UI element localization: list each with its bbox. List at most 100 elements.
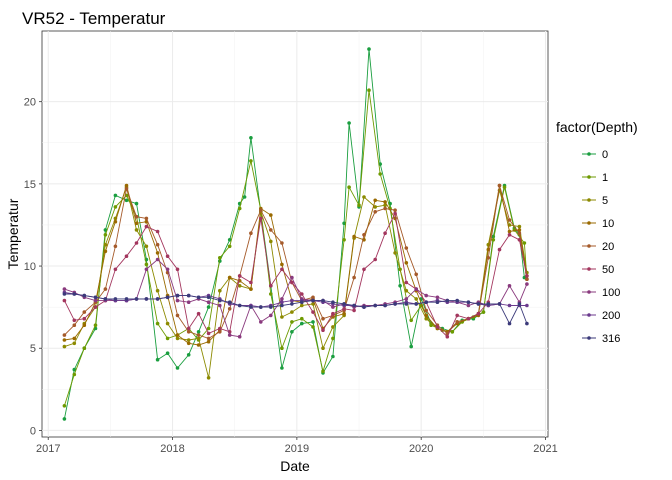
data-point (196, 343, 201, 347)
data-point (134, 241, 139, 245)
legend-key-point (587, 198, 591, 202)
data-point (134, 297, 139, 301)
data-point (196, 336, 201, 341)
data-point (269, 292, 273, 296)
legend: factor(Depth) 0 1 5 10 20 50 100 200 316 (556, 119, 638, 345)
data-point (175, 336, 180, 341)
data-point (409, 344, 414, 349)
data-point (186, 338, 191, 342)
data-point (455, 313, 460, 318)
data-point (404, 302, 409, 306)
series-20 (62, 183, 529, 341)
data-point (134, 228, 139, 232)
data-point (113, 205, 118, 209)
series-316 (62, 292, 529, 326)
data-point (300, 292, 304, 296)
data-point (502, 185, 507, 189)
data-point (342, 302, 346, 306)
data-point (280, 241, 284, 245)
data-point (196, 295, 201, 300)
data-point (249, 287, 253, 291)
data-point (103, 287, 108, 291)
legend-label: 20 (602, 241, 614, 253)
data-point (450, 330, 455, 334)
x-tick-label: 2021 (533, 443, 557, 455)
data-point (218, 288, 222, 293)
x-axis: 2017 2018 2019 2020 2021 (36, 437, 558, 455)
data-point (311, 295, 315, 300)
data-point (227, 244, 232, 249)
data-point (269, 305, 273, 309)
data-point (414, 302, 419, 306)
x-tick-label: 2020 (409, 443, 433, 455)
data-point (378, 172, 383, 176)
data-point (321, 346, 325, 351)
data-point (165, 254, 170, 258)
data-point (82, 316, 87, 321)
data-point (175, 333, 180, 337)
data-point (218, 303, 222, 308)
data-point (206, 326, 211, 331)
legend-key-point (587, 290, 591, 294)
data-point (237, 334, 242, 339)
data-point (103, 297, 108, 301)
data-point (206, 339, 211, 344)
data-point (414, 287, 419, 291)
data-point (342, 307, 346, 311)
data-point (237, 274, 242, 278)
data-point (124, 297, 129, 301)
data-point (175, 267, 180, 272)
data-point (227, 333, 232, 337)
legend-label: 0 (602, 149, 608, 161)
data-point (497, 183, 502, 188)
legend-key-point (587, 313, 591, 317)
data-point (155, 288, 160, 293)
data-point (113, 193, 118, 198)
legend-item-5: 5 (582, 195, 608, 207)
data-point (435, 325, 440, 329)
legend-label: 200 (602, 310, 620, 322)
data-point (280, 300, 284, 305)
data-point (155, 321, 160, 326)
legend-key-point (587, 221, 591, 225)
data-point (373, 257, 378, 262)
data-point (124, 254, 129, 258)
data-point (290, 280, 294, 285)
data-point (72, 367, 77, 372)
data-point (342, 221, 346, 226)
y-tick-label: 15 (24, 179, 36, 191)
data-point (362, 305, 366, 309)
data-point (525, 274, 529, 278)
data-point (269, 213, 273, 217)
data-point (507, 284, 512, 288)
data-point (311, 320, 315, 324)
data-point (175, 313, 180, 318)
data-point (404, 297, 409, 301)
y-tick-label: 0 (30, 425, 36, 437)
data-point (476, 311, 481, 316)
data-point (507, 233, 512, 237)
data-point (290, 298, 294, 303)
data-point (206, 336, 211, 341)
data-point (481, 310, 486, 314)
data-point (424, 308, 429, 313)
data-point (362, 233, 366, 237)
data-point (186, 353, 191, 357)
data-point (367, 47, 371, 51)
data-point (321, 298, 325, 303)
data-point (290, 320, 294, 324)
data-point (362, 267, 366, 272)
data-point (491, 238, 496, 242)
data-point (93, 305, 98, 309)
legend-label: 10 (602, 218, 614, 230)
data-point (249, 136, 253, 140)
legend-label: 5 (602, 195, 608, 207)
data-point (227, 300, 232, 305)
legend-item-200: 200 (582, 310, 620, 322)
data-point (165, 295, 170, 300)
y-tick-label: 5 (30, 343, 36, 355)
data-point (424, 293, 429, 298)
data-point (280, 297, 284, 301)
data-point (103, 249, 108, 254)
data-point (455, 320, 460, 324)
